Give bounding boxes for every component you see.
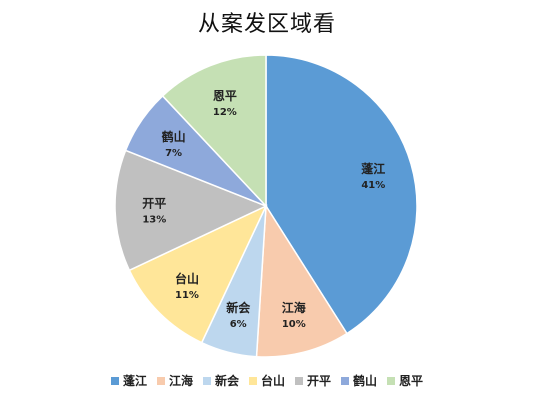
pie-slice-6	[161, 54, 267, 208]
legend-swatch-1	[156, 376, 165, 385]
legend-swatch-4	[295, 376, 303, 385]
slice-label-2: 新会	[226, 300, 251, 315]
slice-percent-5: 7%	[165, 148, 182, 159]
legend-label-1: 江海	[168, 374, 193, 388]
slice-label-0: 蓬江	[361, 161, 385, 176]
slice-label-3: 台山	[175, 271, 199, 286]
pie-slice-0	[265, 54, 418, 335]
pie-slice-4	[114, 149, 268, 272]
legend-item-1: 江海	[156, 372, 193, 389]
slice-label-6: 恩平	[213, 88, 237, 103]
slice-percent-0: 41%	[361, 180, 385, 191]
legend-item-2: 新会	[202, 372, 239, 389]
slice-percent-1: 10%	[282, 319, 306, 330]
legend-label-2: 新会	[214, 374, 239, 388]
slice-percent-3: 11%	[175, 290, 199, 301]
legend-label-5: 鹤山	[353, 374, 378, 388]
legend-swatch-3	[248, 376, 257, 385]
slice-label-1: 江海	[282, 300, 306, 315]
legend-item-6: 恩平	[387, 372, 423, 389]
legend-item-3: 台山	[248, 372, 285, 389]
legend-swatch-6	[387, 376, 396, 385]
slice-label-5: 鹤山	[162, 129, 186, 144]
slice-label-4: 开平	[142, 197, 166, 211]
legend-item-4: 开平	[295, 372, 331, 389]
legend-label-6: 恩平	[399, 374, 424, 388]
slice-percent-6: 12%	[213, 107, 237, 118]
legend-item-5: 鹤山	[341, 372, 377, 389]
chart-title: 从案发区域看	[197, 12, 336, 37]
pie-slice-1	[255, 203, 348, 358]
legend-swatch-2	[202, 376, 211, 385]
chart-legend: 蓬江 江海 新会 台山 开平 鹤山 恩平	[0, 372, 534, 389]
legend-swatch-0	[110, 376, 119, 385]
legend-label-4: 开平	[307, 374, 332, 388]
pie-slice-3	[128, 204, 268, 344]
legend-label-0: 蓬江	[122, 374, 147, 388]
legend-label-3: 台山	[260, 374, 285, 388]
legend-item-0: 蓬江	[110, 372, 147, 389]
slice-percent-2: 6%	[230, 319, 247, 330]
legend-swatch-5	[341, 376, 350, 385]
slice-percent-4: 13%	[142, 215, 166, 226]
